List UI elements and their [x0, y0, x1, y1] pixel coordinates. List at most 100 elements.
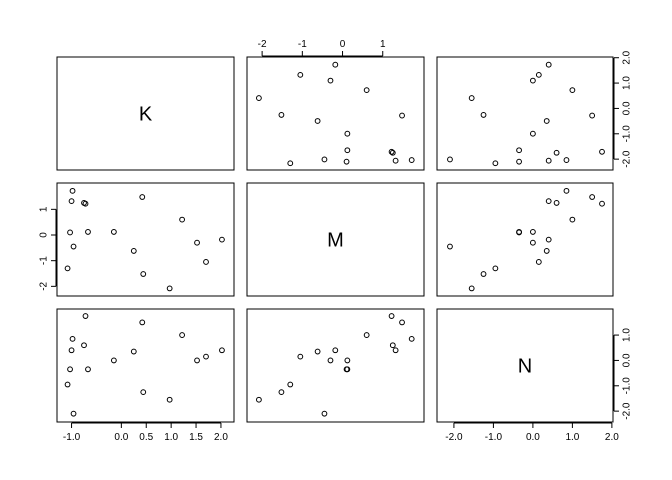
point-K-vs-N-12 [468, 95, 475, 101]
point-N-vs-M-3 [408, 335, 415, 342]
point-N-vs-M-2 [392, 347, 399, 354]
diagonal-label-M: M [327, 230, 344, 252]
point-K-vs-N-8 [529, 130, 536, 137]
point-K-vs-M-13 [363, 87, 370, 94]
point-K-vs-N-14 [529, 77, 536, 84]
point-N-vs-M-12 [256, 396, 262, 403]
point-M-vs-N-4 [447, 243, 453, 250]
point-N-vs-K-14 [194, 357, 200, 364]
n-axis-right-row0-tick-label: -2.0 [622, 150, 633, 168]
point-K-vs-M-3 [408, 157, 415, 163]
point-K-vs-N-9 [543, 118, 550, 124]
point-N-vs-K-2 [68, 347, 75, 354]
panel-box-K-M [246, 56, 425, 171]
n-axis-right-row2-tick-label: 0.0 [622, 353, 633, 367]
n-axis-right-row2-tick-label: 1.0 [622, 328, 633, 342]
point-M-vs-K-12 [166, 285, 173, 292]
point-M-vs-K-16 [219, 236, 225, 243]
point-K-vs-M-2 [392, 157, 399, 164]
point-M-vs-K-9 [130, 248, 137, 254]
point-K-vs-M-14 [327, 77, 334, 84]
n-axis-right-row2-tick-label: -2.0 [622, 402, 633, 420]
m-axis-top-tick-label: -1 [298, 39, 307, 50]
n-axis-bottom-tick-label: 0.0 [526, 432, 540, 443]
point-N-vs-K-11 [140, 389, 147, 396]
point-N-vs-M-5 [389, 342, 396, 349]
point-M-vs-K-14 [194, 239, 200, 246]
point-N-vs-K-13 [179, 332, 186, 338]
panel-box-N-K [56, 308, 235, 423]
n-axis-right-row0-tick-label: 1.0 [622, 76, 633, 90]
point-M-vs-N-13 [569, 216, 576, 223]
point-K-vs-N-5 [553, 149, 560, 156]
panels-layer: K M N [56, 56, 614, 423]
point-M-vs-K-6 [82, 200, 89, 207]
panel-box-M-K [56, 182, 235, 297]
point-M-vs-K-0 [64, 265, 71, 272]
point-N-vs-M-9 [314, 348, 321, 355]
point-M-vs-N-15 [535, 259, 542, 265]
point-M-vs-N-12 [468, 285, 475, 292]
n-axis-bottom-tick-label: -1.0 [485, 432, 503, 443]
point-M-vs-K-13 [179, 216, 186, 223]
point-N-vs-M-8 [344, 357, 351, 364]
point-N-vs-K-6 [82, 313, 89, 319]
point-N-vs-K-4 [70, 410, 77, 417]
point-K-vs-M-11 [278, 112, 285, 118]
n-axis-bottom-tick-label: -2.0 [445, 432, 463, 443]
point-K-vs-N-1 [516, 158, 522, 165]
point-N-vs-K-10 [139, 319, 146, 326]
k-axis-bottom-tick-label: 0.0 [114, 432, 128, 443]
point-M-vs-N-3 [563, 187, 570, 194]
point-K-vs-N-11 [480, 112, 487, 118]
k-axis-bottom-tick-label: -1.0 [63, 432, 81, 443]
m-axis-left-tick-label: -2 [39, 281, 50, 290]
point-N-vs-K-1 [67, 366, 73, 373]
n-axis-bottom-tick-label: 1.0 [565, 432, 579, 443]
point-N-vs-K-16 [219, 347, 225, 354]
n-axis-bottom-tick-label: 2.0 [605, 432, 619, 443]
point-M-vs-N-10 [589, 194, 596, 200]
m-axis-top-tick-label: 1 [380, 39, 386, 50]
point-M-vs-N-0 [492, 265, 499, 272]
point-M-vs-N-7 [516, 229, 522, 235]
point-N-vs-K-8 [110, 357, 117, 364]
point-K-vs-M-15 [297, 71, 304, 78]
point-K-vs-M-1 [343, 158, 350, 165]
point-K-vs-N-7 [516, 147, 522, 154]
panel-box-M-N [436, 182, 614, 297]
k-axis-bottom-tick-label: 2.0 [214, 432, 228, 443]
panel-box-K-N [436, 56, 614, 171]
point-N-vs-K-15 [203, 353, 209, 360]
point-N-vs-M-4 [321, 410, 328, 417]
point-K-vs-N-15 [535, 71, 542, 78]
point-M-vs-N-9 [543, 248, 550, 254]
point-K-vs-M-10 [399, 112, 405, 119]
point-N-vs-M-14 [327, 357, 334, 364]
k-axis-bottom-tick-label: 0.5 [139, 432, 153, 443]
panel-box-N-N [436, 308, 614, 423]
n-axis-right-row0-tick-label: -1.0 [622, 125, 633, 143]
point-N-vs-K-3 [69, 335, 76, 342]
point-N-vs-K-12 [166, 396, 173, 403]
point-M-vs-K-4 [70, 243, 77, 250]
panel-box-N-M [246, 308, 425, 423]
point-K-vs-N-3 [563, 157, 570, 163]
point-M-vs-N-2 [545, 198, 552, 205]
point-M-vs-N-6 [599, 200, 605, 207]
m-axis-left-tick-label: -1 [39, 256, 50, 265]
m-axis-left-tick-label: 1 [39, 206, 50, 212]
point-M-vs-K-7 [85, 229, 91, 235]
point-N-vs-M-15 [297, 353, 304, 360]
point-N-vs-K-7 [85, 366, 91, 373]
point-M-vs-K-2 [68, 198, 75, 205]
points-layer [64, 61, 605, 417]
point-M-vs-N-8 [529, 229, 536, 235]
point-K-vs-N-2 [545, 157, 552, 164]
point-M-vs-K-15 [203, 259, 209, 265]
point-K-vs-M-16 [332, 61, 339, 68]
k-axis-bottom-tick-label: 1.5 [189, 432, 203, 443]
point-M-vs-K-1 [67, 229, 73, 236]
m-axis-left-tick-label: 0 [39, 232, 50, 238]
